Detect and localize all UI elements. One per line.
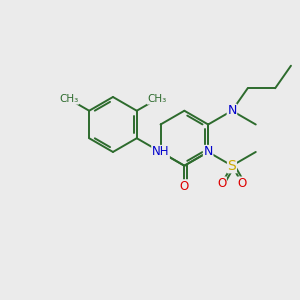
Text: CH₃: CH₃ [59, 94, 79, 104]
Text: N: N [227, 104, 237, 117]
Text: CH₃: CH₃ [147, 94, 167, 104]
Text: O: O [238, 177, 247, 190]
Text: O: O [217, 177, 226, 190]
Text: O: O [180, 180, 189, 193]
Text: NH: NH [152, 146, 169, 158]
Text: S: S [228, 159, 236, 173]
Text: N: N [203, 146, 213, 158]
